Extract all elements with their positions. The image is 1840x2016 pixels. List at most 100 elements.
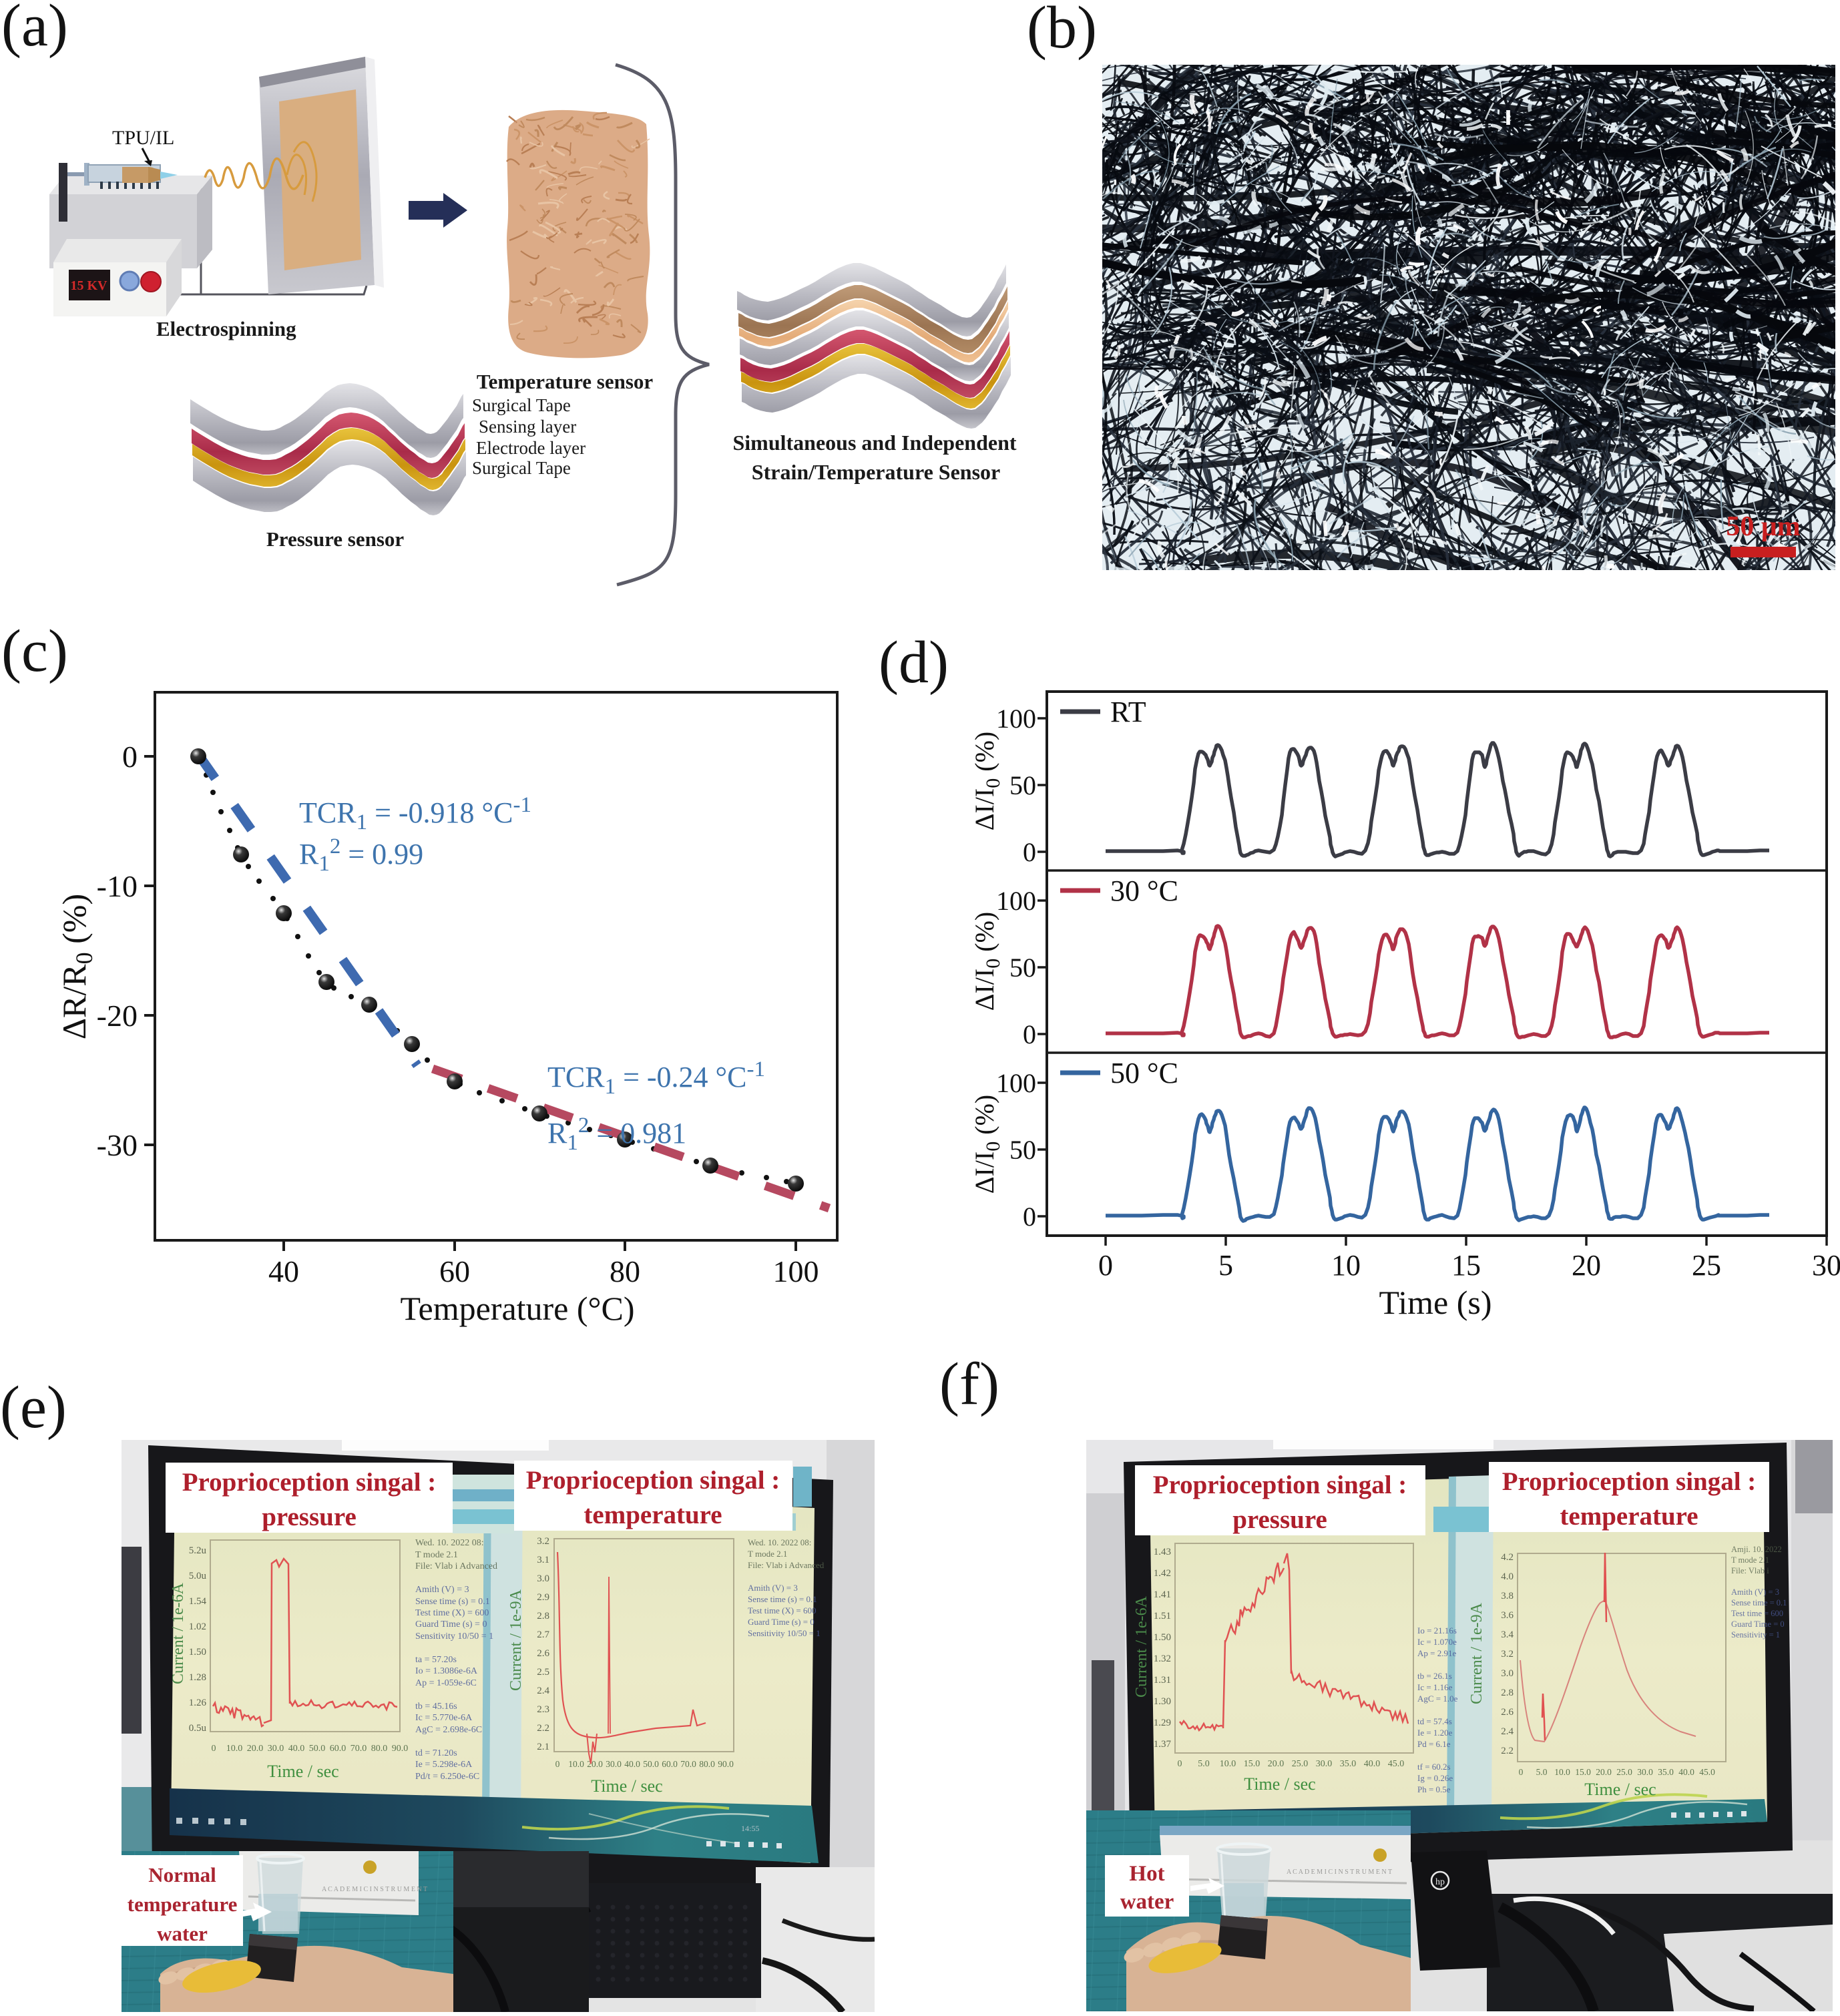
svg-text:30.0: 30.0	[1637, 1767, 1653, 1777]
svg-text:Sense time (s) = 0.1: Sense time (s) = 0.1	[415, 1597, 490, 1607]
svg-text:1.30: 1.30	[1154, 1696, 1171, 1707]
svg-text:Sensitivity 10/50 = 1: Sensitivity 10/50 = 1	[748, 1628, 821, 1638]
svg-text:2.2: 2.2	[1501, 1746, 1514, 1756]
svg-text:0: 0	[212, 1744, 216, 1754]
svg-text:20.0: 20.0	[1268, 1759, 1285, 1769]
svg-text:Time / sec: Time / sec	[267, 1762, 338, 1781]
svg-text:3.4: 3.4	[1501, 1629, 1514, 1640]
svg-text:0: 0	[1178, 1759, 1182, 1769]
svg-text:AgC = 1.0e: AgC = 1.0e	[1417, 1694, 1458, 1704]
svg-text:100: 100	[996, 886, 1036, 916]
svg-text:50.0: 50.0	[309, 1744, 326, 1754]
svg-text:10.0: 10.0	[1220, 1759, 1236, 1769]
svg-text:30: 30	[1812, 1249, 1840, 1282]
svg-text:90.0: 90.0	[392, 1744, 409, 1754]
svg-text:2.2: 2.2	[537, 1723, 549, 1734]
svg-text:temperature: temperature	[1560, 1502, 1698, 1531]
svg-text:70.0: 70.0	[680, 1759, 696, 1769]
svg-text:100: 100	[996, 704, 1036, 734]
svg-text:2.4: 2.4	[1501, 1726, 1514, 1737]
svg-text:Io = 1.3086e-6A: Io = 1.3086e-6A	[415, 1666, 478, 1676]
svg-text:10: 10	[1331, 1249, 1361, 1282]
svg-text:Amith (V) = 3: Amith (V) = 3	[415, 1585, 469, 1595]
svg-text:1.28: 1.28	[189, 1672, 206, 1683]
svg-text:td = 57.4s: td = 57.4s	[1417, 1716, 1452, 1726]
svg-text:hp: hp	[1435, 1877, 1445, 1887]
svg-text:4.2: 4.2	[1501, 1552, 1514, 1563]
svg-text:50.0: 50.0	[643, 1759, 659, 1769]
svg-text:80.0: 80.0	[699, 1759, 715, 1769]
svg-text:Time / sec: Time / sec	[1244, 1774, 1315, 1794]
svg-text:Ie = 1.20e: Ie = 1.20e	[1417, 1728, 1453, 1738]
svg-text:tb = 45.16s: tb = 45.16s	[415, 1702, 457, 1712]
svg-text:5.2u: 5.2u	[189, 1545, 207, 1556]
svg-text:File: Vlab i Advanced: File: Vlab i Advanced	[748, 1560, 825, 1570]
svg-text:Time (s): Time (s)	[1379, 1284, 1491, 1321]
svg-text:temperature: temperature	[128, 1893, 238, 1916]
svg-text:temperature: temperature	[584, 1501, 722, 1529]
svg-text:Proprioception singal :: Proprioception singal :	[1502, 1467, 1757, 1496]
svg-text:2.5: 2.5	[537, 1667, 549, 1678]
svg-text:10.0: 10.0	[226, 1744, 243, 1754]
svg-text:1.43: 1.43	[1154, 1547, 1171, 1557]
svg-text:60: 60	[439, 1254, 470, 1288]
svg-text:-20: -20	[97, 999, 138, 1033]
svg-text:0: 0	[1023, 1019, 1036, 1049]
svg-text:1.50: 1.50	[1154, 1632, 1171, 1643]
svg-text:0: 0	[1098, 1249, 1113, 1282]
svg-text:60.0: 60.0	[330, 1744, 347, 1754]
svg-text:Io = 21.16s: Io = 21.16s	[1417, 1625, 1457, 1635]
svg-text:Ap = 2.91e: Ap = 2.91e	[1417, 1648, 1456, 1658]
svg-text:35.0: 35.0	[1658, 1767, 1674, 1777]
svg-text:Guard Time (s) = 0: Guard Time (s) = 0	[415, 1619, 487, 1629]
svg-text:Sense time (s) = 0.1: Sense time (s) = 0.1	[748, 1594, 817, 1604]
svg-text:Normal: Normal	[148, 1863, 216, 1886]
svg-text:70.0: 70.0	[351, 1744, 367, 1754]
svg-text:pressure: pressure	[1232, 1505, 1327, 1534]
svg-text:1.31: 1.31	[1154, 1675, 1171, 1686]
svg-text:1.02: 1.02	[189, 1621, 206, 1632]
svg-text:Guard Time = 0: Guard Time = 0	[1731, 1619, 1785, 1629]
svg-text:Ig = 0.26e: Ig = 0.26e	[1417, 1773, 1453, 1783]
svg-text:Pd = 6.1e: Pd = 6.1e	[1417, 1739, 1451, 1749]
svg-text:40.0: 40.0	[624, 1759, 640, 1769]
svg-text:2.1: 2.1	[537, 1742, 549, 1752]
svg-text:Current / 1e-6A: Current / 1e-6A	[1133, 1595, 1150, 1698]
svg-text:Sensing layer: Sensing layer	[479, 417, 576, 437]
svg-text:Amith (V) = 3: Amith (V) = 3	[1731, 1587, 1779, 1597]
svg-text:Pd/t = 6.250e-6C: Pd/t = 6.250e-6C	[415, 1772, 479, 1782]
svg-text:water: water	[157, 1922, 208, 1945]
svg-text:tf = 60.2s: tf = 60.2s	[1417, 1762, 1451, 1772]
svg-text:File: Vlab i Advanced: File: Vlab i Advanced	[415, 1561, 497, 1571]
svg-text:-30: -30	[97, 1128, 138, 1162]
svg-text:-10: -10	[97, 869, 138, 903]
svg-text:0: 0	[122, 740, 138, 774]
svg-text:0: 0	[555, 1759, 560, 1769]
svg-text:0: 0	[1023, 837, 1036, 867]
svg-text:Proprioception singal :: Proprioception singal :	[182, 1468, 437, 1497]
svg-text:Sense time = 0.1: Sense time = 0.1	[1731, 1598, 1787, 1607]
svg-text:Guard Time (s) = 0: Guard Time (s) = 0	[748, 1617, 815, 1627]
svg-text:1.51: 1.51	[1154, 1611, 1171, 1621]
svg-text:Ic = 1.070e: Ic = 1.070e	[1417, 1637, 1457, 1647]
svg-text:1.50: 1.50	[189, 1647, 206, 1658]
svg-text:T mode 2.1: T mode 2.1	[415, 1550, 458, 1560]
svg-text:Temperature sensor: Temperature sensor	[477, 370, 654, 393]
svg-text:50: 50	[1009, 953, 1036, 983]
svg-text:50: 50	[1009, 1135, 1036, 1165]
svg-text:1.26: 1.26	[189, 1698, 207, 1708]
svg-text:30 °C: 30 °C	[1110, 874, 1178, 907]
svg-text:Time / sec: Time / sec	[1584, 1780, 1656, 1799]
svg-text:40.0: 40.0	[1678, 1767, 1694, 1777]
svg-text:3.6: 3.6	[1501, 1610, 1514, 1621]
svg-text:80: 80	[610, 1254, 640, 1288]
svg-text:40.0: 40.0	[288, 1744, 305, 1754]
svg-text:60.0: 60.0	[662, 1759, 678, 1769]
svg-text:45.0: 45.0	[1699, 1767, 1715, 1777]
svg-text:pressure: pressure	[262, 1503, 357, 1531]
svg-text:25: 25	[1692, 1249, 1721, 1282]
svg-text:2.7: 2.7	[537, 1629, 549, 1640]
svg-text:Ic = 1.16e: Ic = 1.16e	[1417, 1682, 1453, 1692]
svg-text:Amith (V) = 3: Amith (V) = 3	[748, 1583, 798, 1593]
svg-text:2.9: 2.9	[537, 1592, 549, 1603]
